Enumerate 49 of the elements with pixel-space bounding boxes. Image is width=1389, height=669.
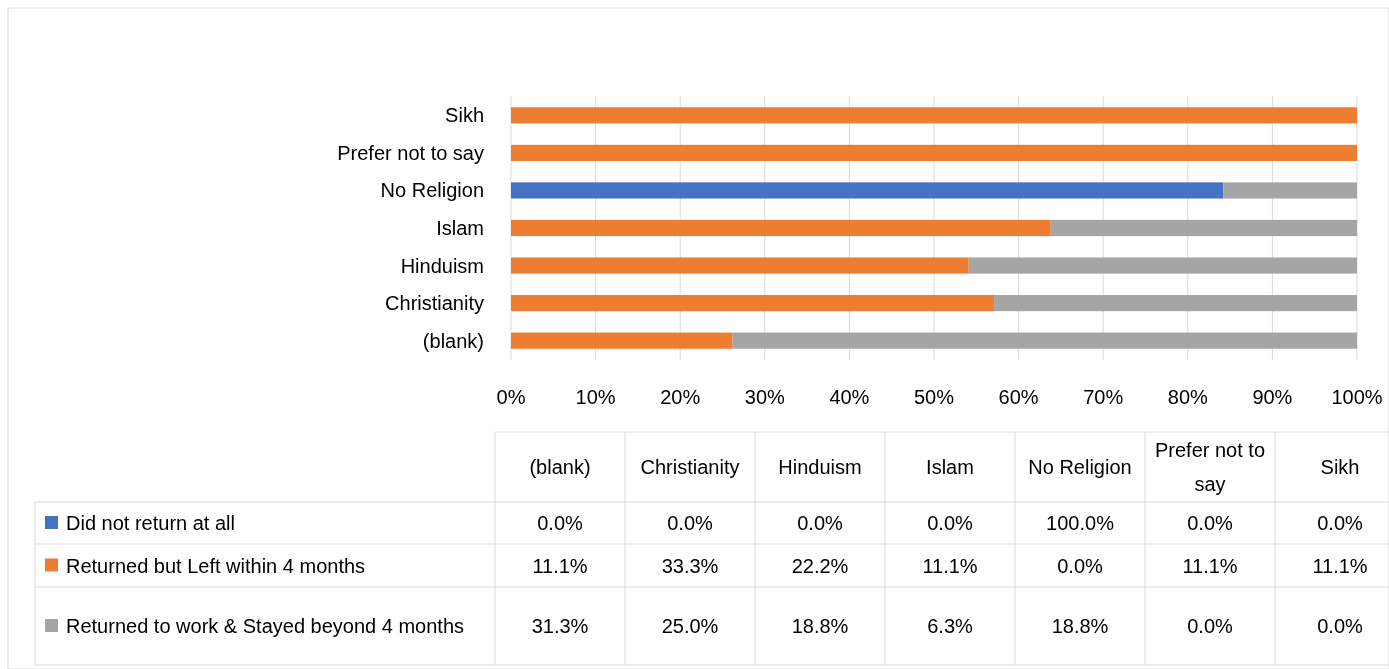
text: 0.0%	[1317, 615, 1364, 637]
legend-label: Returned but Left within 4 months	[66, 554, 366, 577]
x-tick-label: 50%	[913, 386, 955, 408]
category-label: No Religion	[1028, 456, 1132, 478]
legend-label: Returned to work & Stayed beyond 4 months	[66, 615, 465, 637]
text: 0.0%	[797, 512, 844, 534]
x-tick-label: 40%	[829, 386, 870, 408]
text: 11.1%	[532, 554, 588, 577]
x-tick-label: 60%	[998, 386, 1039, 408]
y-tick-label: (blank)	[422, 329, 484, 352]
text: 25.0%	[661, 615, 719, 637]
text: 11.1%	[1182, 554, 1238, 577]
x-tick-label: 0%	[496, 386, 526, 408]
text: 11.1%	[922, 554, 978, 577]
text: 0.0%	[667, 512, 714, 534]
text: 22.2%	[791, 554, 849, 577]
text: 0.0%	[1057, 554, 1104, 577]
legend-label: Did not return at all	[66, 512, 235, 534]
x-tick-label: 10%	[575, 386, 616, 408]
x-tick-label: 90%	[1252, 386, 1293, 408]
category-label: Sikh	[1320, 456, 1360, 478]
category-label: Islam	[926, 456, 974, 478]
text: 18.8%	[791, 615, 849, 637]
y-tick-label: Christianity	[385, 292, 484, 315]
x-tick-label: 80%	[1167, 386, 1209, 408]
x-tick-label: 20%	[660, 386, 701, 408]
category-label: Christianity	[640, 456, 740, 478]
y-tick-label: Sikh	[445, 104, 484, 127]
text: 100.0%	[1046, 512, 1115, 534]
x-tick-label: 100%	[1331, 386, 1383, 408]
text: 18.8%	[1051, 615, 1109, 637]
text: 0.0%	[927, 512, 974, 534]
y-tick-label: Islam	[436, 217, 484, 239]
y-tick-label: Prefer not to say	[337, 141, 484, 164]
x-tick-label: 70%	[1083, 386, 1124, 408]
category-label: Prefer not to say	[1154, 439, 1266, 495]
text: 0.0%	[537, 512, 584, 534]
text: 31.3%	[531, 615, 589, 637]
x-tick-label: 30%	[744, 386, 786, 408]
text: 0.0%	[1187, 615, 1234, 637]
y-tick-label: No Religion	[380, 179, 484, 202]
text: 0.0%	[1317, 512, 1364, 534]
text: 6.3%	[927, 615, 974, 637]
text: 33.3%	[661, 554, 719, 577]
y-tick-label: Hinduism	[400, 254, 484, 277]
category-label: (blank)	[529, 456, 591, 478]
text: 0.0%	[1187, 512, 1234, 534]
text: 11.1%	[1312, 554, 1368, 577]
category-label: Hinduism	[778, 456, 862, 478]
